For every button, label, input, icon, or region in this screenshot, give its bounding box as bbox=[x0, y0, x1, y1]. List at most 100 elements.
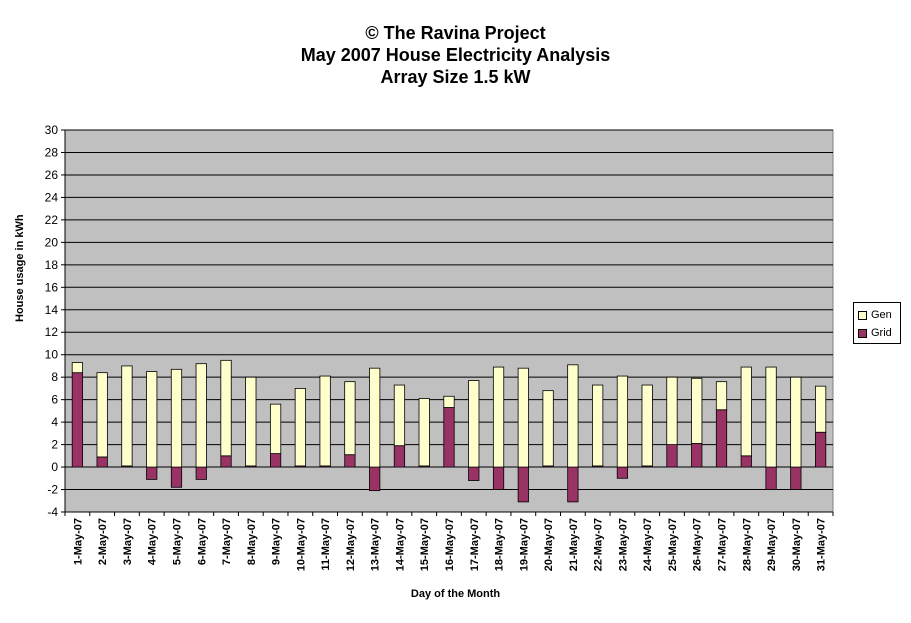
bar-gen bbox=[96, 372, 108, 458]
x-tick-label: 22-May-07 bbox=[593, 518, 605, 571]
bar-gen bbox=[245, 376, 257, 467]
x-tick-label: 27-May-07 bbox=[717, 518, 729, 571]
bar-gen bbox=[393, 384, 406, 447]
bar-grid bbox=[567, 466, 579, 503]
bar-gen bbox=[195, 363, 207, 468]
y-tick-label: 10 bbox=[45, 348, 59, 362]
bar-gen bbox=[418, 398, 430, 467]
bar-gen bbox=[369, 367, 381, 468]
x-tick-labels: 1-May-07 2-May-07 3-May-07 4-May-07 5-May-07… bbox=[72, 518, 827, 571]
bar-grid bbox=[790, 466, 802, 490]
bar-gen bbox=[666, 376, 678, 445]
bar-gen bbox=[567, 364, 579, 468]
bar-gen bbox=[121, 365, 133, 467]
title-line-2: May 2007 House Electricity Analysis bbox=[300, 45, 611, 65]
y-axis-label: House usage in kWh bbox=[14, 214, 26, 322]
y-tick-label: 24 bbox=[45, 190, 59, 204]
x-tick-label: 19-May-07 bbox=[518, 518, 530, 571]
y-tick-label: 4 bbox=[51, 415, 58, 429]
x-tick-label: 15-May-07 bbox=[419, 518, 431, 571]
y-tick-label: -4 bbox=[47, 505, 58, 519]
bar-grid bbox=[369, 466, 381, 492]
x-tick-label: 21-May-07 bbox=[568, 518, 580, 571]
legend-label-grid: Grid bbox=[871, 327, 892, 339]
bar-gen bbox=[294, 388, 306, 467]
bar-gen bbox=[592, 384, 604, 467]
y-tick-label: 16 bbox=[45, 280, 59, 294]
bar-grid bbox=[492, 466, 505, 490]
x-tick-label: 18-May-07 bbox=[494, 518, 506, 571]
bar-grid bbox=[715, 409, 728, 468]
x-tick-label: 16-May-07 bbox=[444, 518, 456, 571]
bar-grid bbox=[443, 407, 455, 468]
bar-gen bbox=[269, 403, 282, 454]
y-tick-label: 2 bbox=[51, 438, 58, 452]
bar-grid bbox=[344, 454, 356, 468]
bar-grid bbox=[195, 466, 207, 480]
bar-gen bbox=[790, 376, 802, 468]
y-tick-label: 0 bbox=[51, 460, 58, 474]
x-tick-label: 2-May-07 bbox=[97, 518, 109, 565]
axes bbox=[61, 129, 834, 516]
bar-grid bbox=[517, 466, 529, 503]
bar-gen bbox=[691, 377, 703, 444]
bar-grid bbox=[269, 453, 282, 468]
x-tick-label: 10-May-07 bbox=[295, 518, 307, 571]
x-tick-label: 24-May-07 bbox=[642, 518, 654, 571]
bar-grid bbox=[146, 466, 158, 480]
x-tick-label: 13-May-07 bbox=[370, 518, 382, 571]
bar-gen bbox=[740, 366, 752, 457]
bar-gen bbox=[715, 381, 728, 411]
x-tick-label: 25-May-07 bbox=[667, 518, 679, 571]
bar-grid bbox=[616, 466, 629, 479]
bars bbox=[71, 359, 827, 503]
x-tick-label: 14-May-07 bbox=[394, 518, 406, 571]
bar-grid bbox=[393, 445, 406, 468]
bar-gen bbox=[492, 366, 505, 468]
bar-gen bbox=[146, 371, 158, 468]
bar-grid bbox=[765, 466, 777, 490]
bar-gen bbox=[71, 362, 83, 374]
x-tick-label: 26-May-07 bbox=[692, 518, 704, 571]
legend-item-gen: Gen bbox=[858, 308, 892, 322]
x-tick-label: 31-May-07 bbox=[816, 518, 828, 571]
bar-gen bbox=[616, 375, 629, 468]
y-tick-label: -2 bbox=[47, 483, 58, 497]
x-tick-label: 20-May-07 bbox=[543, 518, 555, 571]
bar-grid bbox=[96, 456, 108, 468]
legend-swatch-gen bbox=[858, 310, 867, 320]
title-line-3: Array Size 1.5 kW bbox=[380, 67, 531, 87]
bar-grid bbox=[220, 455, 232, 468]
bar-gen bbox=[517, 367, 529, 468]
bar-gen bbox=[344, 381, 356, 456]
bar-grid bbox=[815, 431, 827, 468]
title-line-1: © The Ravina Project bbox=[365, 23, 546, 43]
bar-grid bbox=[71, 372, 83, 468]
y-tick-label: 14 bbox=[45, 303, 59, 317]
x-tick-label: 4-May-07 bbox=[147, 518, 159, 565]
bar-gen bbox=[319, 375, 331, 467]
x-tick-label: 11-May-07 bbox=[320, 518, 332, 571]
bar-grid bbox=[666, 444, 678, 468]
bar-gen bbox=[815, 385, 827, 433]
bar-gen bbox=[170, 368, 183, 468]
x-tick-label: 3-May-07 bbox=[122, 518, 134, 565]
legend: Gen Grid bbox=[853, 302, 901, 344]
y-tick-label: 26 bbox=[45, 168, 59, 182]
bar-gen bbox=[443, 395, 455, 408]
y-tick-label: 8 bbox=[51, 370, 58, 384]
y-tick-label: 6 bbox=[51, 393, 58, 407]
x-tick-label: 29-May-07 bbox=[766, 518, 778, 571]
y-tick-label: 12 bbox=[45, 325, 59, 339]
bar-gen bbox=[542, 390, 554, 467]
x-tick-label: 23-May-07 bbox=[617, 518, 629, 571]
x-tick-label: 12-May-07 bbox=[345, 518, 357, 571]
x-tick-label: 9-May-07 bbox=[271, 518, 283, 565]
x-tick-label: 1-May-07 bbox=[72, 518, 84, 565]
legend-label-gen: Gen bbox=[871, 309, 892, 321]
legend-swatch-grid bbox=[858, 328, 867, 338]
bar-grid bbox=[740, 455, 752, 468]
x-tick-label: 17-May-07 bbox=[469, 518, 481, 571]
